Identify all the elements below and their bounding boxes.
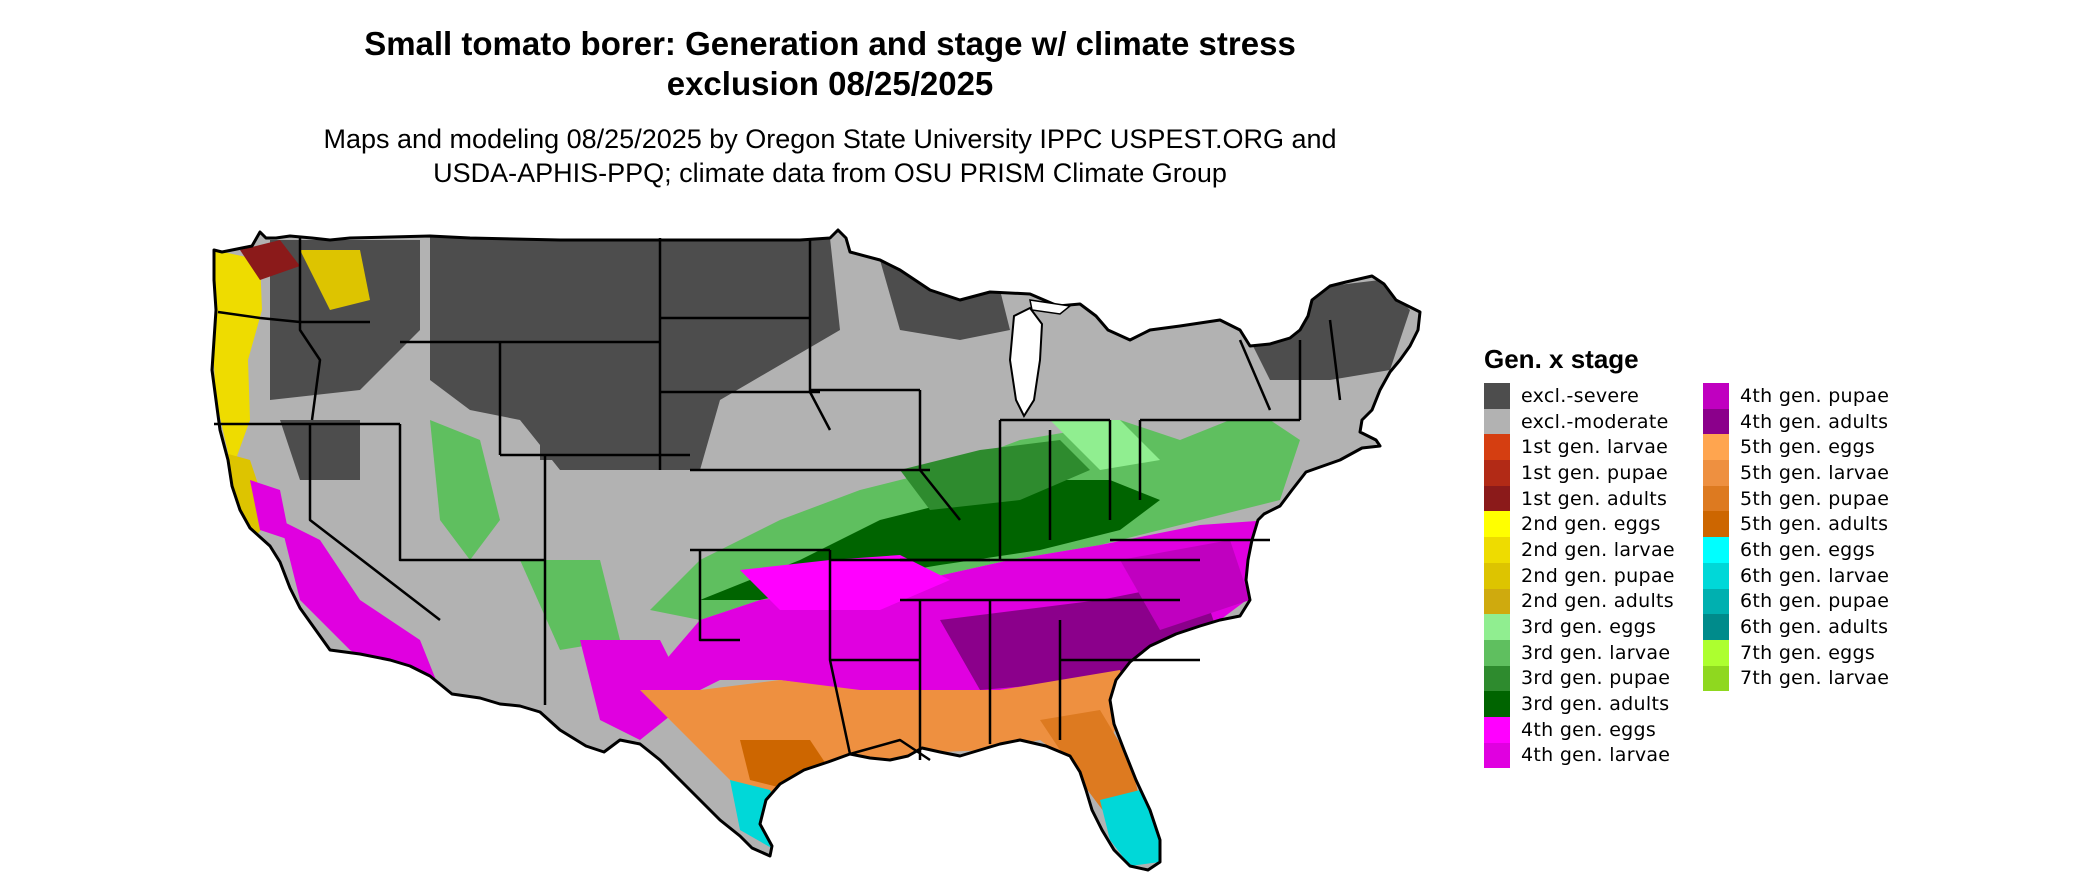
- legend-label: 6th gen. adults: [1740, 616, 1889, 639]
- legend-swatch: [1484, 691, 1510, 717]
- legend-swatch: [1703, 614, 1729, 640]
- legend-item: 4th gen. pupae: [1703, 383, 1889, 409]
- legend-swatch: [1484, 460, 1510, 486]
- legend-item: 6th gen. eggs: [1703, 537, 1889, 563]
- legend-label: 4th gen. pupae: [1740, 384, 1890, 407]
- legend-label: 5th gen. pupae: [1740, 487, 1890, 510]
- legend-label: 1st gen. pupae: [1521, 461, 1669, 484]
- legend-item: 6th gen. pupae: [1703, 588, 1890, 615]
- legend-label: 4th gen. eggs: [1521, 718, 1657, 741]
- legend-label: 3rd gen. pupae: [1521, 667, 1671, 690]
- legend-swatch: [1484, 639, 1510, 666]
- legend-swatch: [1484, 716, 1510, 743]
- legend-item: 2nd gen. larvae: [1484, 537, 1675, 563]
- legend-item: 1st gen. pupae: [1484, 460, 1675, 486]
- legend-swatch: [1703, 511, 1729, 538]
- legend-swatch: [1484, 588, 1510, 615]
- legend-label: 3rd gen. adults: [1521, 693, 1670, 716]
- map-title-line-1: Small tomato borer: Generation and stage…: [364, 25, 1296, 62]
- legend-item: 3rd gen. eggs: [1484, 614, 1675, 640]
- legend-item: 4th gen. adults: [1703, 408, 1889, 435]
- legend-label: excl.-moderate: [1521, 410, 1669, 433]
- legend-label: 5th gen. adults: [1740, 513, 1889, 536]
- legend-item: 5th gen. pupae: [1703, 485, 1890, 512]
- map-subtitle-line-1: Maps and modeling 08/25/2025 by Oregon S…: [323, 124, 1337, 154]
- legend-label: 1st gen. larvae: [1521, 436, 1669, 459]
- legend-swatch: [1484, 485, 1510, 512]
- legend-item: 3rd gen. larvae: [1484, 639, 1675, 666]
- legend-label: 6th gen. pupae: [1740, 590, 1890, 613]
- legend-label: 1st gen. adults: [1521, 487, 1668, 510]
- legend-item: 2nd gen. adults: [1484, 588, 1675, 615]
- legend-swatch: [1484, 742, 1510, 769]
- legend-item: 5th gen. larvae: [1703, 460, 1889, 486]
- legend-swatch: [1703, 639, 1729, 666]
- legend-swatch: [1703, 562, 1729, 589]
- legend-swatch: [1703, 588, 1729, 615]
- legend-swatch: [1484, 614, 1510, 640]
- legend-label: 2nd gen. pupae: [1521, 564, 1675, 587]
- legend-swatch: [1484, 408, 1510, 435]
- legend-item: 3rd gen. pupae: [1484, 665, 1675, 692]
- legend-item: 3rd gen. adults: [1484, 691, 1675, 717]
- legend-swatch: [1703, 408, 1729, 435]
- legend-item: 2nd gen. pupae: [1484, 562, 1675, 589]
- legend-item: 2nd gen. eggs: [1484, 511, 1675, 538]
- legend-label: 7th gen. larvae: [1740, 667, 1890, 690]
- legend-item: 5th gen. eggs: [1703, 434, 1889, 461]
- legend-label: 2nd gen. adults: [1521, 590, 1674, 613]
- legend-item: 4th gen. eggs: [1484, 716, 1675, 743]
- legend-label: 6th gen. eggs: [1740, 538, 1876, 561]
- map-subtitle-line-2: USDA-APHIS-PPQ; climate data from OSU PR…: [433, 158, 1227, 188]
- legend-label: 4th gen. larvae: [1521, 744, 1671, 767]
- legend-title: Gen. x stage: [1484, 344, 1639, 374]
- legend-swatch: [1703, 460, 1729, 486]
- legend-swatch: [1703, 434, 1729, 461]
- legend-item: 1st gen. larvae: [1484, 434, 1675, 461]
- legend-swatch: [1703, 485, 1729, 512]
- legend-swatch: [1484, 383, 1510, 409]
- legend-item: 7th gen. eggs: [1703, 639, 1889, 666]
- legend-label: 5th gen. larvae: [1740, 461, 1890, 484]
- legend-item: 5th gen. adults: [1703, 511, 1889, 538]
- legend-label: 3rd gen. eggs: [1521, 616, 1657, 639]
- legend-item: 4th gen. larvae: [1484, 742, 1675, 769]
- legend-label: 2nd gen. eggs: [1521, 513, 1661, 536]
- map-title: Small tomato borer: Generation and stage…: [180, 24, 1480, 104]
- map-title-line-2: exclusion 08/25/2025: [666, 65, 994, 102]
- legend-swatch: [1484, 511, 1510, 538]
- legend-label: 6th gen. larvae: [1740, 564, 1890, 587]
- legend-label: 2nd gen. larvae: [1521, 538, 1675, 561]
- legend-swatch: [1703, 383, 1729, 409]
- legend-label: 7th gen. eggs: [1740, 641, 1876, 664]
- legend-column-1: excl.-severe excl.-moderate 1st gen. larva…: [1484, 383, 1675, 769]
- legend-item: 6th gen. larvae: [1703, 562, 1890, 589]
- legend-item: 6th gen. adults: [1703, 614, 1889, 640]
- legend-swatch: [1484, 562, 1510, 589]
- legend-label: 5th gen. eggs: [1740, 436, 1876, 459]
- legend-swatch: [1703, 665, 1729, 692]
- legend-item: excl.-moderate: [1484, 408, 1675, 435]
- legend-label: 4th gen. adults: [1740, 410, 1889, 433]
- legend-label: 3rd gen. larvae: [1521, 641, 1671, 664]
- legend-label: excl.-severe: [1521, 384, 1640, 407]
- legend-swatch: [1484, 434, 1510, 461]
- legend-swatch: [1703, 537, 1729, 563]
- map-subtitle: Maps and modeling 08/25/2025 by Oregon S…: [180, 122, 1480, 190]
- legend-swatch: [1484, 665, 1510, 692]
- legend-item: 7th gen. larvae: [1703, 665, 1890, 692]
- legend-item: excl.-severe: [1484, 383, 1675, 409]
- legend-column-2: 4th gen. pupae 4th gen. adults 5th gen. eg…: [1703, 383, 1890, 692]
- legend-swatch: [1484, 537, 1510, 563]
- legend-item: 1st gen. adults: [1484, 485, 1675, 512]
